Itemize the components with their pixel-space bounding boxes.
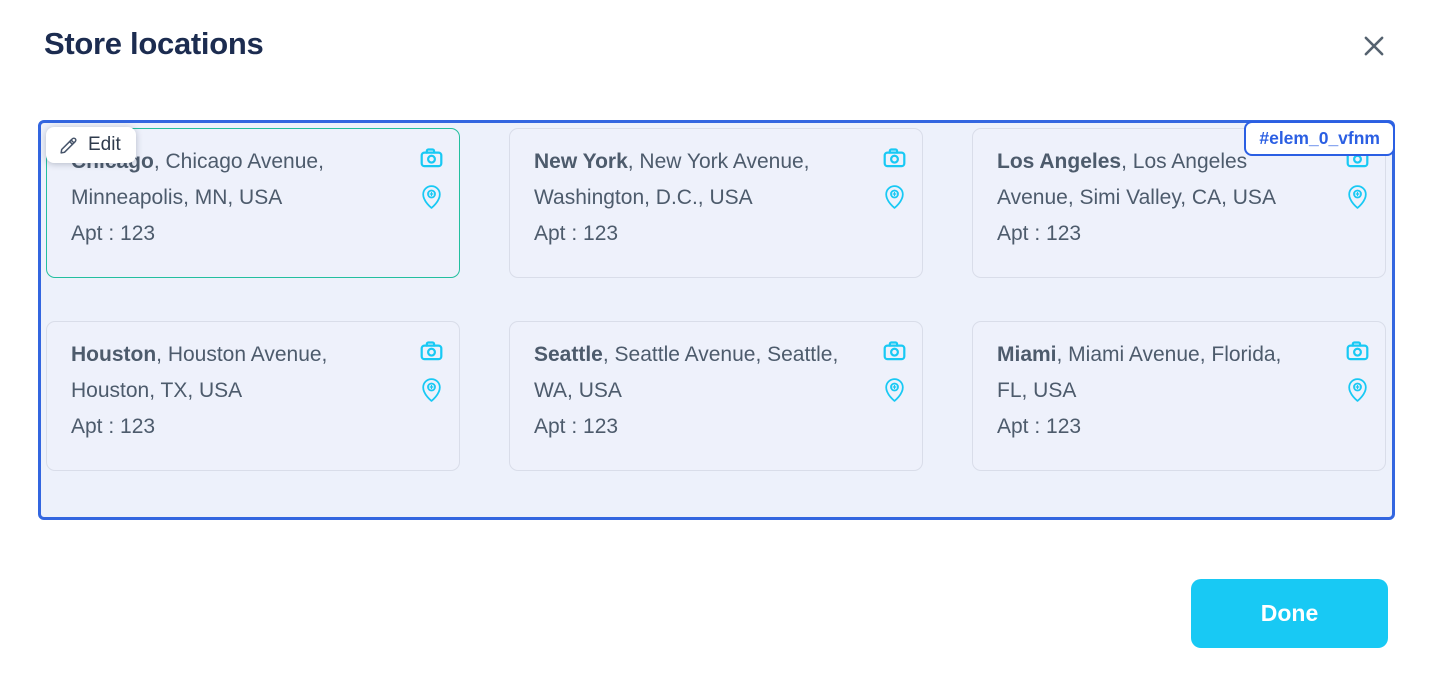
store-locations-panel: Chicago, Chicago Avenue, Minneapolis, MN… (38, 120, 1395, 520)
card-address: , Los Angeles Avenue, Simi Valley, CA, U… (997, 150, 1276, 209)
camera-icon[interactable] (417, 144, 446, 172)
card-city: New York (534, 150, 628, 173)
edit-button-label: Edit (88, 134, 121, 155)
location-card-houston[interactable]: Houston, Houston Avenue, Houston, TX, US… (46, 321, 460, 471)
card-city: Seattle (534, 343, 603, 366)
close-icon (1359, 31, 1389, 61)
camera-icon[interactable] (1343, 337, 1372, 365)
location-card-new-york[interactable]: New York, New York Avenue, Washington, D… (509, 128, 923, 278)
pencil-icon (58, 135, 79, 156)
card-city: Houston (71, 343, 157, 366)
card-address: , Houston Avenue, Houston, TX, USA (71, 343, 328, 402)
card-address: , New York Avenue, Washington, D.C., USA (534, 150, 810, 209)
card-city: Miami (997, 343, 1057, 366)
card-apt: Apt : 123 (534, 415, 619, 438)
card-actions (417, 144, 446, 210)
location-card-seattle[interactable]: Seattle, Seattle Avenue, Seattle, WA, US… (509, 321, 923, 471)
cards-grid: Chicago, Chicago Avenue, Minneapolis, MN… (46, 128, 1386, 471)
card-actions (1343, 337, 1372, 403)
location-pin-icon[interactable] (419, 183, 444, 210)
location-pin-icon[interactable] (882, 183, 907, 210)
edit-button[interactable]: Edit (46, 127, 136, 163)
card-apt: Apt : 123 (997, 415, 1082, 438)
location-pin-icon[interactable] (882, 376, 907, 403)
camera-icon[interactable] (880, 337, 909, 365)
card-address: , Chicago Avenue, Minneapolis, MN, USA (71, 150, 324, 209)
card-actions (417, 337, 446, 403)
location-card-los-angeles[interactable]: Los Angeles, Los Angeles Avenue, Simi Va… (972, 128, 1386, 278)
card-actions (880, 144, 909, 210)
done-button[interactable]: Done (1191, 579, 1388, 648)
card-apt: Apt : 123 (71, 222, 156, 245)
close-button[interactable] (1358, 30, 1390, 62)
card-address: , Seattle Avenue, Seattle, WA, USA (534, 343, 839, 402)
location-card-miami[interactable]: Miami, Miami Avenue, Florida, FL, USA Ap… (972, 321, 1386, 471)
location-pin-icon[interactable] (1345, 183, 1370, 210)
card-address: , Miami Avenue, Florida, FL, USA (997, 343, 1282, 402)
card-city: Los Angeles (997, 150, 1122, 173)
card-apt: Apt : 123 (534, 222, 619, 245)
card-actions (880, 337, 909, 403)
location-pin-icon[interactable] (1345, 376, 1370, 403)
camera-icon[interactable] (417, 337, 446, 365)
card-apt: Apt : 123 (71, 415, 156, 438)
page-title: Store locations (44, 26, 264, 61)
camera-icon[interactable] (880, 144, 909, 172)
element-annotation-badge: #elem_0_vfnm (1244, 121, 1395, 156)
location-pin-icon[interactable] (419, 376, 444, 403)
card-apt: Apt : 123 (997, 222, 1082, 245)
